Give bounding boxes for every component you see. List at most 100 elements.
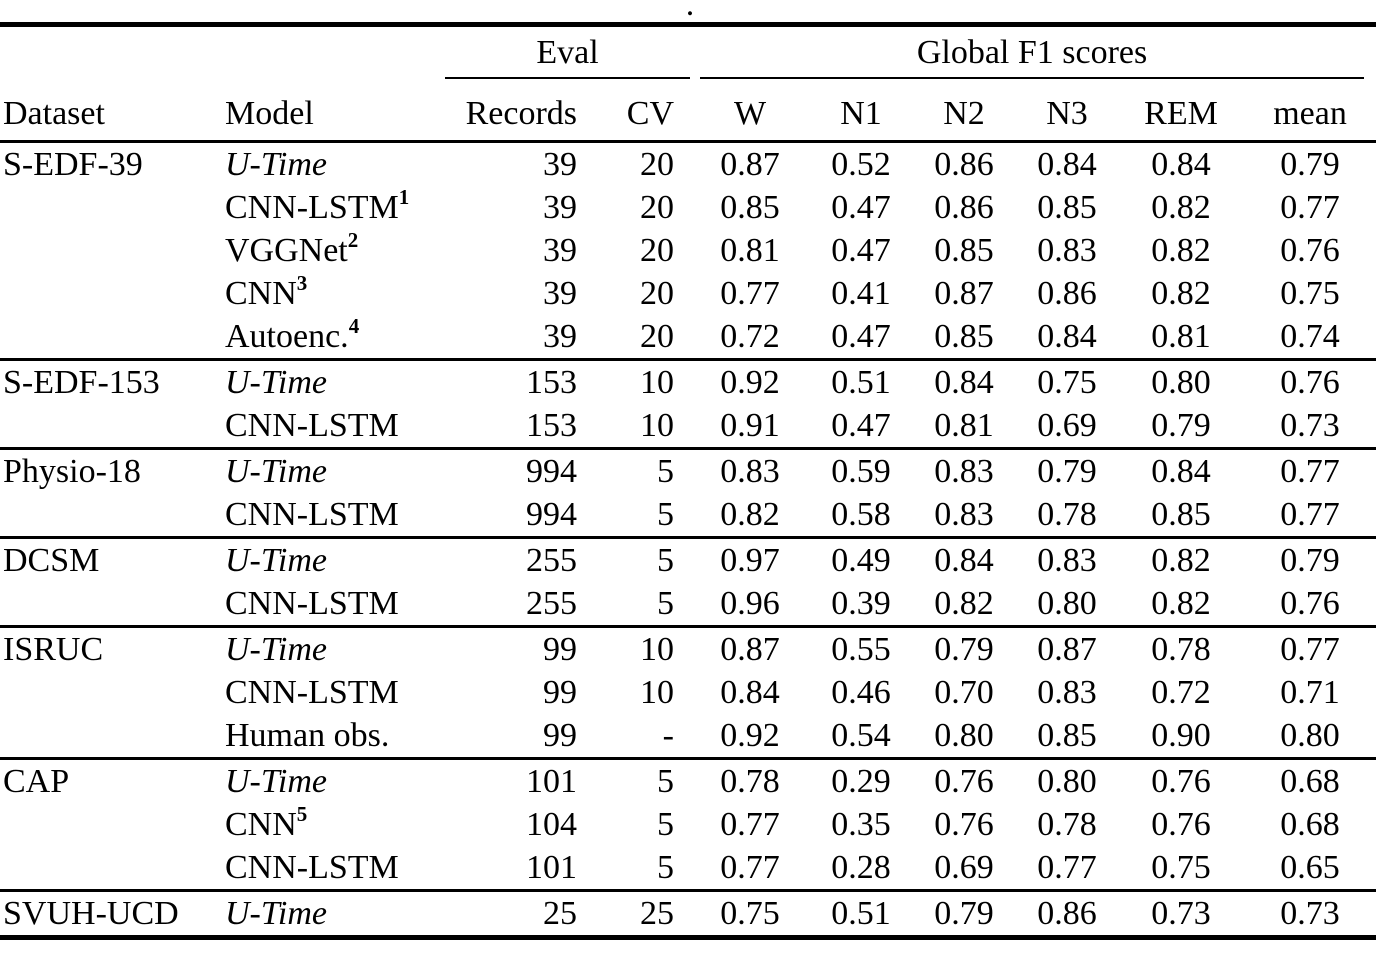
table-row: CNN-LSTM 255 5 0.96 0.39 0.82 0.80 0.82 0.76 (0, 582, 1376, 627)
score-cell-mean: 0.80 (1280, 716, 1340, 754)
col-header-n2: N2 (912, 79, 1016, 143)
table-header: Eval Global F1 scores Dataset Model Reco… (0, 25, 1376, 143)
records-cell: 104 (526, 805, 577, 843)
table-row: CNN-LSTM 153 10 0.91 0.47 0.81 0.69 0.79 0.73 (0, 404, 1376, 449)
score-cell-n2: 0.86 (934, 188, 994, 226)
dataset-cell: SVUH-UCD (3, 895, 179, 932)
records-cell: 39 (543, 231, 577, 269)
model-cell: U-Time (225, 630, 327, 668)
cv-cell: 5 (657, 452, 674, 490)
cv-cell: 20 (640, 145, 674, 183)
score-cell-n1: 0.47 (831, 406, 891, 444)
model-cell: CNN-LSTM (225, 848, 399, 886)
group-header-eval-label: Eval (445, 34, 690, 79)
table-row: Human obs. 99 - 0.92 0.54 0.80 0.85 0.90 0.80 (0, 714, 1376, 759)
records-cell: 255 (526, 541, 577, 579)
model-cell: U-Time (225, 363, 327, 401)
score-cell-rem: 0.84 (1151, 145, 1211, 183)
records-cell: 255 (526, 584, 577, 622)
score-cell-mean: 0.71 (1280, 673, 1340, 711)
table-row: CNN-LSTM 99 10 0.84 0.46 0.70 0.83 0.72 0.71 (0, 671, 1376, 714)
table-row: CNN5 104 5 0.77 0.35 0.76 0.78 0.76 0.68 (0, 803, 1376, 846)
score-cell-rem: 0.82 (1151, 274, 1211, 312)
cv-cell: 20 (640, 188, 674, 226)
score-cell-rem: 0.79 (1151, 406, 1211, 444)
cv-cell: 10 (640, 406, 674, 444)
score-cell-n1: 0.41 (831, 274, 891, 312)
score-cell-w: 0.82 (720, 495, 780, 533)
table-row: CNN-LSTM 994 5 0.82 0.58 0.83 0.78 0.85 0.77 (0, 493, 1376, 538)
score-cell-n2: 0.83 (934, 495, 994, 533)
dataset-cell: S-EDF-153 (3, 364, 160, 401)
records-cell: 25 (543, 894, 577, 932)
score-cell-rem: 0.81 (1151, 317, 1211, 355)
table-row: Physio-18 U-Time 994 5 0.83 0.59 0.83 0.79 0.84 0… (0, 449, 1376, 494)
table-row: S-EDF-153 U-Time 153 10 0.92 0.51 0.84 0.75 0.80… (0, 360, 1376, 405)
caption-fragment: . (685, 0, 695, 23)
score-cell-n2: 0.81 (934, 406, 994, 444)
score-cell-w: 0.87 (720, 630, 780, 668)
score-cell-n1: 0.35 (831, 805, 891, 843)
score-cell-n3: 0.78 (1037, 495, 1097, 533)
cv-cell: 20 (640, 317, 674, 355)
score-cell-n2: 0.69 (934, 848, 994, 886)
score-cell-n3: 0.75 (1037, 363, 1097, 401)
score-cell-n1: 0.47 (831, 317, 891, 355)
col-header-records: Records (445, 79, 580, 143)
score-cell-n3: 0.84 (1037, 317, 1097, 355)
score-cell-n3: 0.80 (1037, 762, 1097, 800)
score-cell-w: 0.77 (720, 848, 780, 886)
dataset-cell: Physio-18 (3, 453, 141, 490)
group-header-spacer (0, 25, 445, 80)
dataset-group: Physio-18 U-Time 994 5 0.83 0.59 0.83 0.79 0.84 0… (0, 448, 1376, 538)
score-cell-rem: 0.82 (1151, 188, 1211, 226)
table-row: S-EDF-39 U-Time 39 20 0.87 0.52 0.86 0.84 0.84 0.… (0, 142, 1376, 187)
score-cell-n2: 0.86 (934, 145, 994, 183)
records-cell: 99 (543, 630, 577, 668)
score-cell-n1: 0.51 (831, 363, 891, 401)
score-cell-w: 0.78 (720, 762, 780, 800)
score-cell-n3: 0.83 (1037, 673, 1097, 711)
model-cell: CNN3 (225, 270, 308, 312)
score-cell-rem: 0.76 (1151, 805, 1211, 843)
score-cell-n2: 0.84 (934, 541, 994, 579)
score-cell-mean: 0.73 (1280, 894, 1340, 932)
model-footnote-marker: 2 (347, 227, 359, 252)
score-cell-mean: 0.79 (1280, 541, 1340, 579)
dataset-cell: ISRUC (3, 631, 104, 668)
score-cell-n3: 0.85 (1037, 188, 1097, 226)
score-cell-n1: 0.39 (831, 584, 891, 622)
score-cell-mean: 0.74 (1280, 317, 1340, 355)
group-header-row: Eval Global F1 scores (0, 25, 1376, 80)
records-cell: 153 (526, 406, 577, 444)
score-cell-n2: 0.76 (934, 762, 994, 800)
cv-cell: 20 (640, 274, 674, 312)
group-header-eval: Eval (445, 25, 690, 79)
score-cell-rem: 0.75 (1151, 848, 1211, 886)
score-cell-rem: 0.72 (1151, 673, 1211, 711)
score-cell-mean: 0.77 (1280, 188, 1340, 226)
score-cell-n2: 0.83 (934, 452, 994, 490)
model-cell: U-Time (225, 452, 327, 490)
model-cell: CNN-LSTM1 (225, 184, 410, 226)
score-cell-rem: 0.90 (1151, 716, 1211, 754)
score-cell-n3: 0.86 (1037, 274, 1097, 312)
score-cell-rem: 0.76 (1151, 762, 1211, 800)
score-cell-n1: 0.46 (831, 673, 891, 711)
cv-cell: 5 (657, 495, 674, 533)
table-row: CNN-LSTM 101 5 0.77 0.28 0.69 0.77 0.75 0.65 (0, 846, 1376, 891)
results-table: Eval Global F1 scores Dataset Model Reco… (0, 22, 1376, 940)
score-cell-mean: 0.68 (1280, 762, 1340, 800)
table-row: DCSM U-Time 255 5 0.97 0.49 0.84 0.83 0.82 0.79 (0, 538, 1376, 583)
model-cell: Autoenc.4 (225, 313, 360, 355)
col-header-dataset: Dataset (0, 79, 225, 143)
score-cell-rem: 0.82 (1151, 584, 1211, 622)
score-cell-n2: 0.82 (934, 584, 994, 622)
score-cell-w: 0.97 (720, 541, 780, 579)
records-cell: 39 (543, 317, 577, 355)
score-cell-n3: 0.69 (1037, 406, 1097, 444)
model-cell: CNN-LSTM (225, 584, 399, 622)
records-cell: 99 (543, 716, 577, 754)
score-cell-rem: 0.78 (1151, 630, 1211, 668)
